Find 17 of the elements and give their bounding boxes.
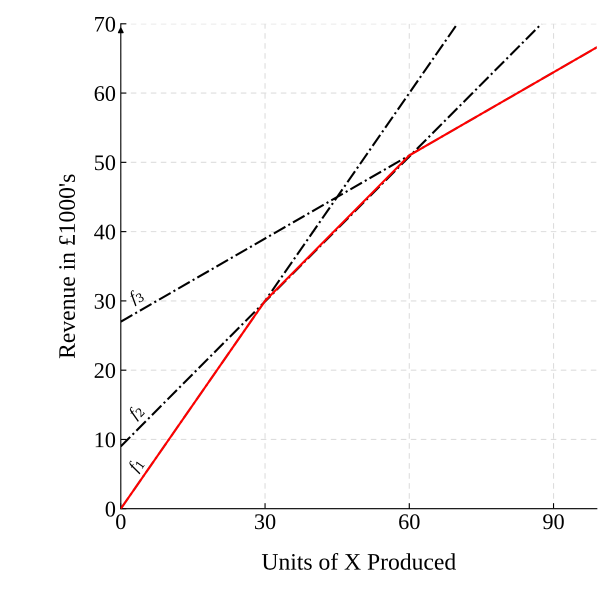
y-tick-label: 0 (106, 502, 116, 517)
y-tick-label: 40 (94, 224, 116, 240)
y-tick-label: 50 (95, 155, 116, 170)
y-tick-label: 10 (96, 432, 116, 448)
y-tick-label: 20 (94, 363, 116, 378)
text: f$_{2}$ (127, 403, 146, 422)
y-tick-label: 60 (94, 86, 116, 101)
x-tick-label: 0 (116, 514, 126, 530)
text: f$_{3}$ (128, 288, 145, 306)
x-tick-label: 60 (399, 514, 420, 530)
y-tick-label: 70 (95, 16, 116, 32)
x-tick-label: 30 (254, 514, 276, 530)
y-axis-title: Revenue in £1000's (59, 174, 76, 358)
x-axis-title: Units of X Produced (262, 552, 456, 570)
x-tick-label: 90 (543, 514, 564, 530)
text: f$_{1}$ (127, 457, 146, 474)
y-tick-label: 30 (94, 294, 116, 309)
